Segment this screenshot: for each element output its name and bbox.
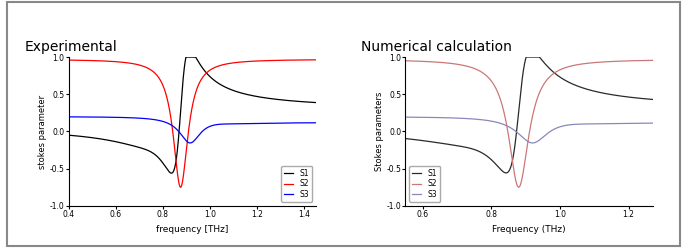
- Text: Numerical calculation: Numerical calculation: [361, 40, 512, 55]
- Text: Experimental: Experimental: [24, 40, 117, 55]
- X-axis label: frequency [THz]: frequency [THz]: [156, 224, 229, 234]
- Y-axis label: Stokes parameters: Stokes parameters: [374, 92, 383, 171]
- Y-axis label: stokes parameter: stokes parameter: [38, 94, 47, 168]
- X-axis label: Frequency (THz): Frequency (THz): [492, 224, 566, 234]
- Legend: S1, S2, S3: S1, S2, S3: [281, 166, 312, 202]
- Legend: S1, S2, S3: S1, S2, S3: [409, 166, 440, 202]
